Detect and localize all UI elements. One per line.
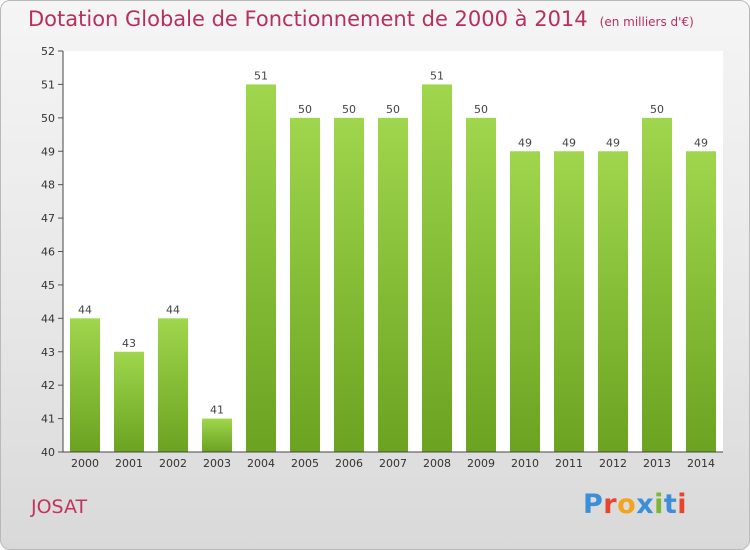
- x-tick-label: 2004: [247, 457, 275, 470]
- bar: [378, 117, 408, 452]
- chart-title: Dotation Globale de Fonctionnement de 20…: [28, 7, 694, 31]
- bar: [290, 117, 320, 452]
- y-tick-label: 44: [41, 312, 55, 325]
- bar: [686, 151, 716, 452]
- x-tick-label: 2011: [555, 457, 583, 470]
- x-tick-label: 2001: [115, 457, 143, 470]
- bar-data-label: 41: [210, 404, 224, 417]
- y-tick-label: 40: [41, 446, 55, 459]
- x-tick-label: 2005: [291, 457, 319, 470]
- y-tick-label: 52: [41, 45, 55, 58]
- x-tick-label: 2006: [335, 457, 363, 470]
- y-tick-label: 50: [41, 112, 55, 125]
- bar-data-label: 49: [606, 136, 620, 149]
- bar-data-label: 44: [166, 303, 180, 316]
- logo-letter: x: [636, 489, 655, 520]
- bar: [334, 117, 364, 452]
- y-tick-label: 43: [41, 346, 55, 359]
- proxiti-logo: Proxiti: [583, 489, 687, 520]
- y-tick-label: 41: [41, 413, 55, 426]
- commune-name: JOSAT: [31, 496, 88, 518]
- logo-letter: t: [663, 489, 678, 520]
- bar-data-label: 50: [298, 103, 312, 116]
- logo-letter: o: [617, 489, 637, 520]
- bar: [158, 318, 188, 452]
- bar-data-label: 44: [78, 303, 92, 316]
- bar-data-label: 51: [254, 69, 268, 82]
- logo-letter: P: [583, 489, 604, 520]
- logo-letter: r: [603, 489, 618, 520]
- bar: [202, 418, 232, 452]
- bar: [554, 151, 584, 452]
- bar: [422, 84, 452, 453]
- bar-data-label: 50: [474, 103, 488, 116]
- bar-data-label: 51: [430, 69, 444, 82]
- bar: [642, 117, 672, 452]
- bar: [466, 117, 496, 452]
- y-tick-label: 47: [41, 212, 55, 225]
- y-tick-label: 46: [41, 246, 55, 259]
- x-tick-label: 2007: [379, 457, 407, 470]
- bar-data-label: 49: [518, 136, 532, 149]
- bar-data-label: 43: [122, 337, 136, 350]
- x-tick-label: 2009: [467, 457, 495, 470]
- bar-data-label: 49: [562, 136, 576, 149]
- bar: [246, 84, 276, 453]
- x-tick-label: 2013: [643, 457, 671, 470]
- bar: [114, 351, 144, 452]
- bar-data-label: 50: [650, 103, 664, 116]
- bar: [598, 151, 628, 452]
- chart-unit: (en milliers d'€): [599, 15, 694, 29]
- y-tick-label: 48: [41, 179, 55, 192]
- chart-title-text: Dotation Globale de Fonctionnement de 20…: [28, 7, 588, 31]
- x-tick-label: 2000: [71, 457, 99, 470]
- x-tick-label: 2012: [599, 457, 627, 470]
- x-tick-label: 2010: [511, 457, 539, 470]
- x-tick-label: 2008: [423, 457, 451, 470]
- y-tick-label: 45: [41, 279, 55, 292]
- bar: [510, 151, 540, 452]
- logo-letter: i: [654, 489, 664, 520]
- y-tick-label: 49: [41, 145, 55, 158]
- logo-letter: i: [677, 489, 688, 520]
- y-tick-label: 51: [41, 78, 55, 91]
- bar-data-label: 50: [342, 103, 356, 116]
- bar-data-label: 49: [694, 136, 708, 149]
- x-tick-label: 2014: [687, 457, 715, 470]
- x-tick-label: 2002: [159, 457, 187, 470]
- bar-data-label: 50: [386, 103, 400, 116]
- y-tick-label: 42: [41, 379, 55, 392]
- x-tick-label: 2003: [203, 457, 231, 470]
- bar: [70, 318, 100, 452]
